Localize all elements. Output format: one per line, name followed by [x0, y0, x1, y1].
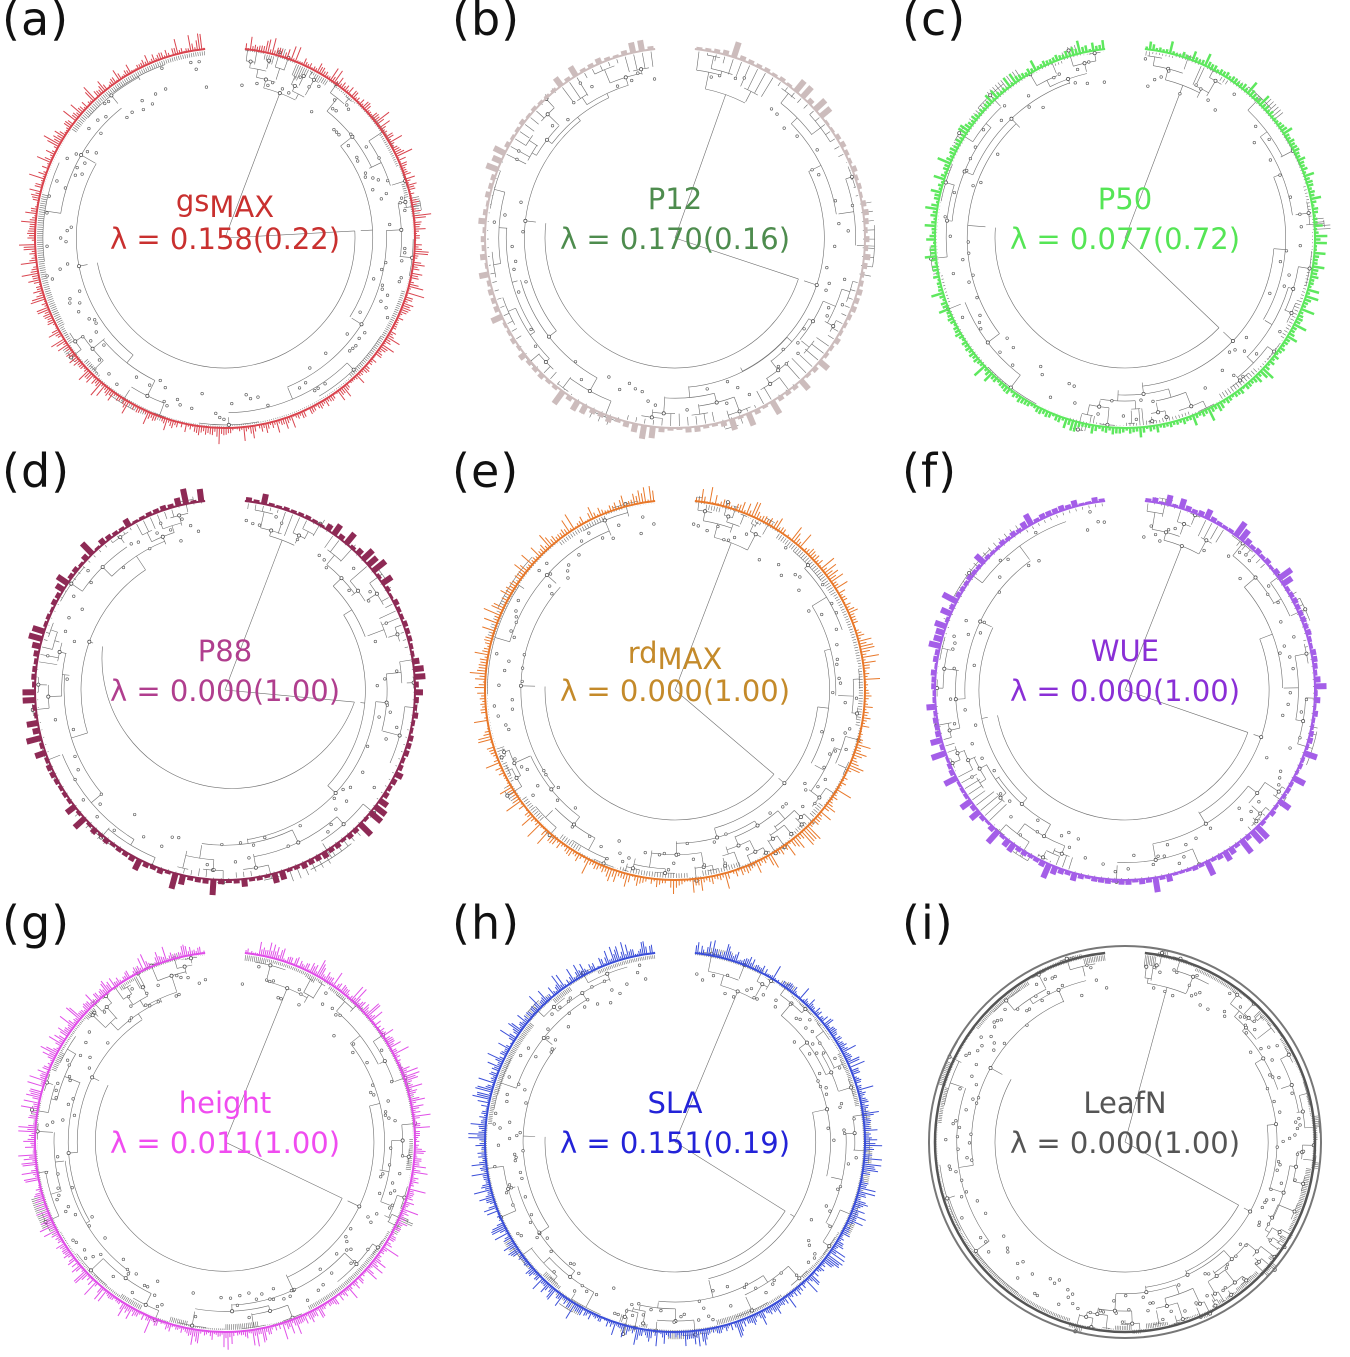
- trait-bars: [924, 40, 1328, 438]
- lambda-value: λ = 0.000(1.00): [1009, 1126, 1241, 1160]
- trait-name-sub: MAX: [657, 642, 723, 676]
- trait-bars: [928, 945, 1322, 1339]
- trait-bars: [22, 488, 426, 896]
- trait-name: gsMAX: [0, 184, 450, 224]
- panel-label: (a): [2, 0, 70, 46]
- lambda-value: λ = 0.000(1.00): [109, 674, 341, 708]
- panel-c: (c) P50 λ = 0.077(0.72): [900, 0, 1350, 452]
- trait-name: P12: [647, 182, 703, 216]
- tree-branches: [934, 497, 1318, 884]
- trait-name: WUE: [1090, 634, 1160, 668]
- lambda-value: λ = 0.151(0.19): [559, 1126, 791, 1160]
- trait-name-main: gs: [175, 184, 210, 218]
- panel-g: (g) height λ = 0.011(1.00): [0, 896, 450, 1356]
- phylo-tree-g: [18, 941, 431, 1350]
- trait-bars: [18, 941, 431, 1350]
- trait-name: P50: [1097, 182, 1153, 216]
- trait-bars: [468, 940, 883, 1347]
- trait-bars: [926, 494, 1327, 893]
- panel-d: (d) P88 λ = 0.000(1.00): [0, 444, 450, 904]
- phylo-tree-c: [924, 40, 1331, 438]
- trait-bars: [19, 33, 432, 445]
- panel-label: (c): [902, 0, 967, 46]
- panel-label: (b): [452, 0, 521, 46]
- trait-name: LeafN: [1083, 1086, 1167, 1120]
- panel-a: (a) gsMAX λ = 0.158(0.22): [0, 0, 450, 452]
- panel-i: (i) LeafN λ = 0.000(1.00): [900, 896, 1350, 1356]
- lambda-value: λ = 0.000(1.00): [559, 674, 791, 708]
- trait-name: rdMAX: [450, 636, 900, 676]
- lambda-value: λ = 0.000(1.00): [1009, 674, 1241, 708]
- trait-bars: [469, 485, 881, 895]
- trait-name: P88: [197, 634, 253, 668]
- trait-bars: [478, 39, 871, 440]
- trait-name: height: [178, 1086, 272, 1120]
- lambda-value: λ = 0.077(0.72): [1009, 222, 1241, 256]
- phylo-tree-e: [469, 485, 881, 895]
- phylo-tree-b: [478, 39, 875, 440]
- lambda-value: λ = 0.170(0.16): [559, 222, 791, 256]
- panel-e: (e) rdMAX λ = 0.000(1.00): [450, 444, 900, 904]
- lambda-value: λ = 0.011(1.00): [109, 1126, 341, 1160]
- phylo-tree-h: [468, 940, 883, 1347]
- phylo-tree-f: [926, 494, 1327, 893]
- panel-label: (g): [2, 896, 71, 950]
- phylo-tree-d: [22, 488, 426, 896]
- phylo-tree-i: [928, 945, 1322, 1339]
- phylo-tree-a: [19, 33, 432, 445]
- trait-name-sub: MAX: [209, 190, 275, 224]
- lambda-value: λ = 0.158(0.22): [109, 222, 341, 256]
- tree-branches: [29, 952, 417, 1330]
- panel-f: (f) WUE λ = 0.000(1.00): [900, 444, 1350, 904]
- panel-label: (h): [452, 896, 521, 950]
- panel-label: (f): [902, 444, 958, 498]
- trait-name-main: rd: [627, 636, 658, 670]
- trait-name: SLA: [647, 1086, 703, 1120]
- panel-label: (i): [902, 896, 954, 950]
- panel-label: (d): [2, 444, 71, 498]
- panel-h: (h) SLA λ = 0.151(0.19): [450, 896, 900, 1356]
- panel-label: (e): [452, 444, 520, 498]
- panel-b: (b) P12 λ = 0.170(0.16): [450, 0, 900, 452]
